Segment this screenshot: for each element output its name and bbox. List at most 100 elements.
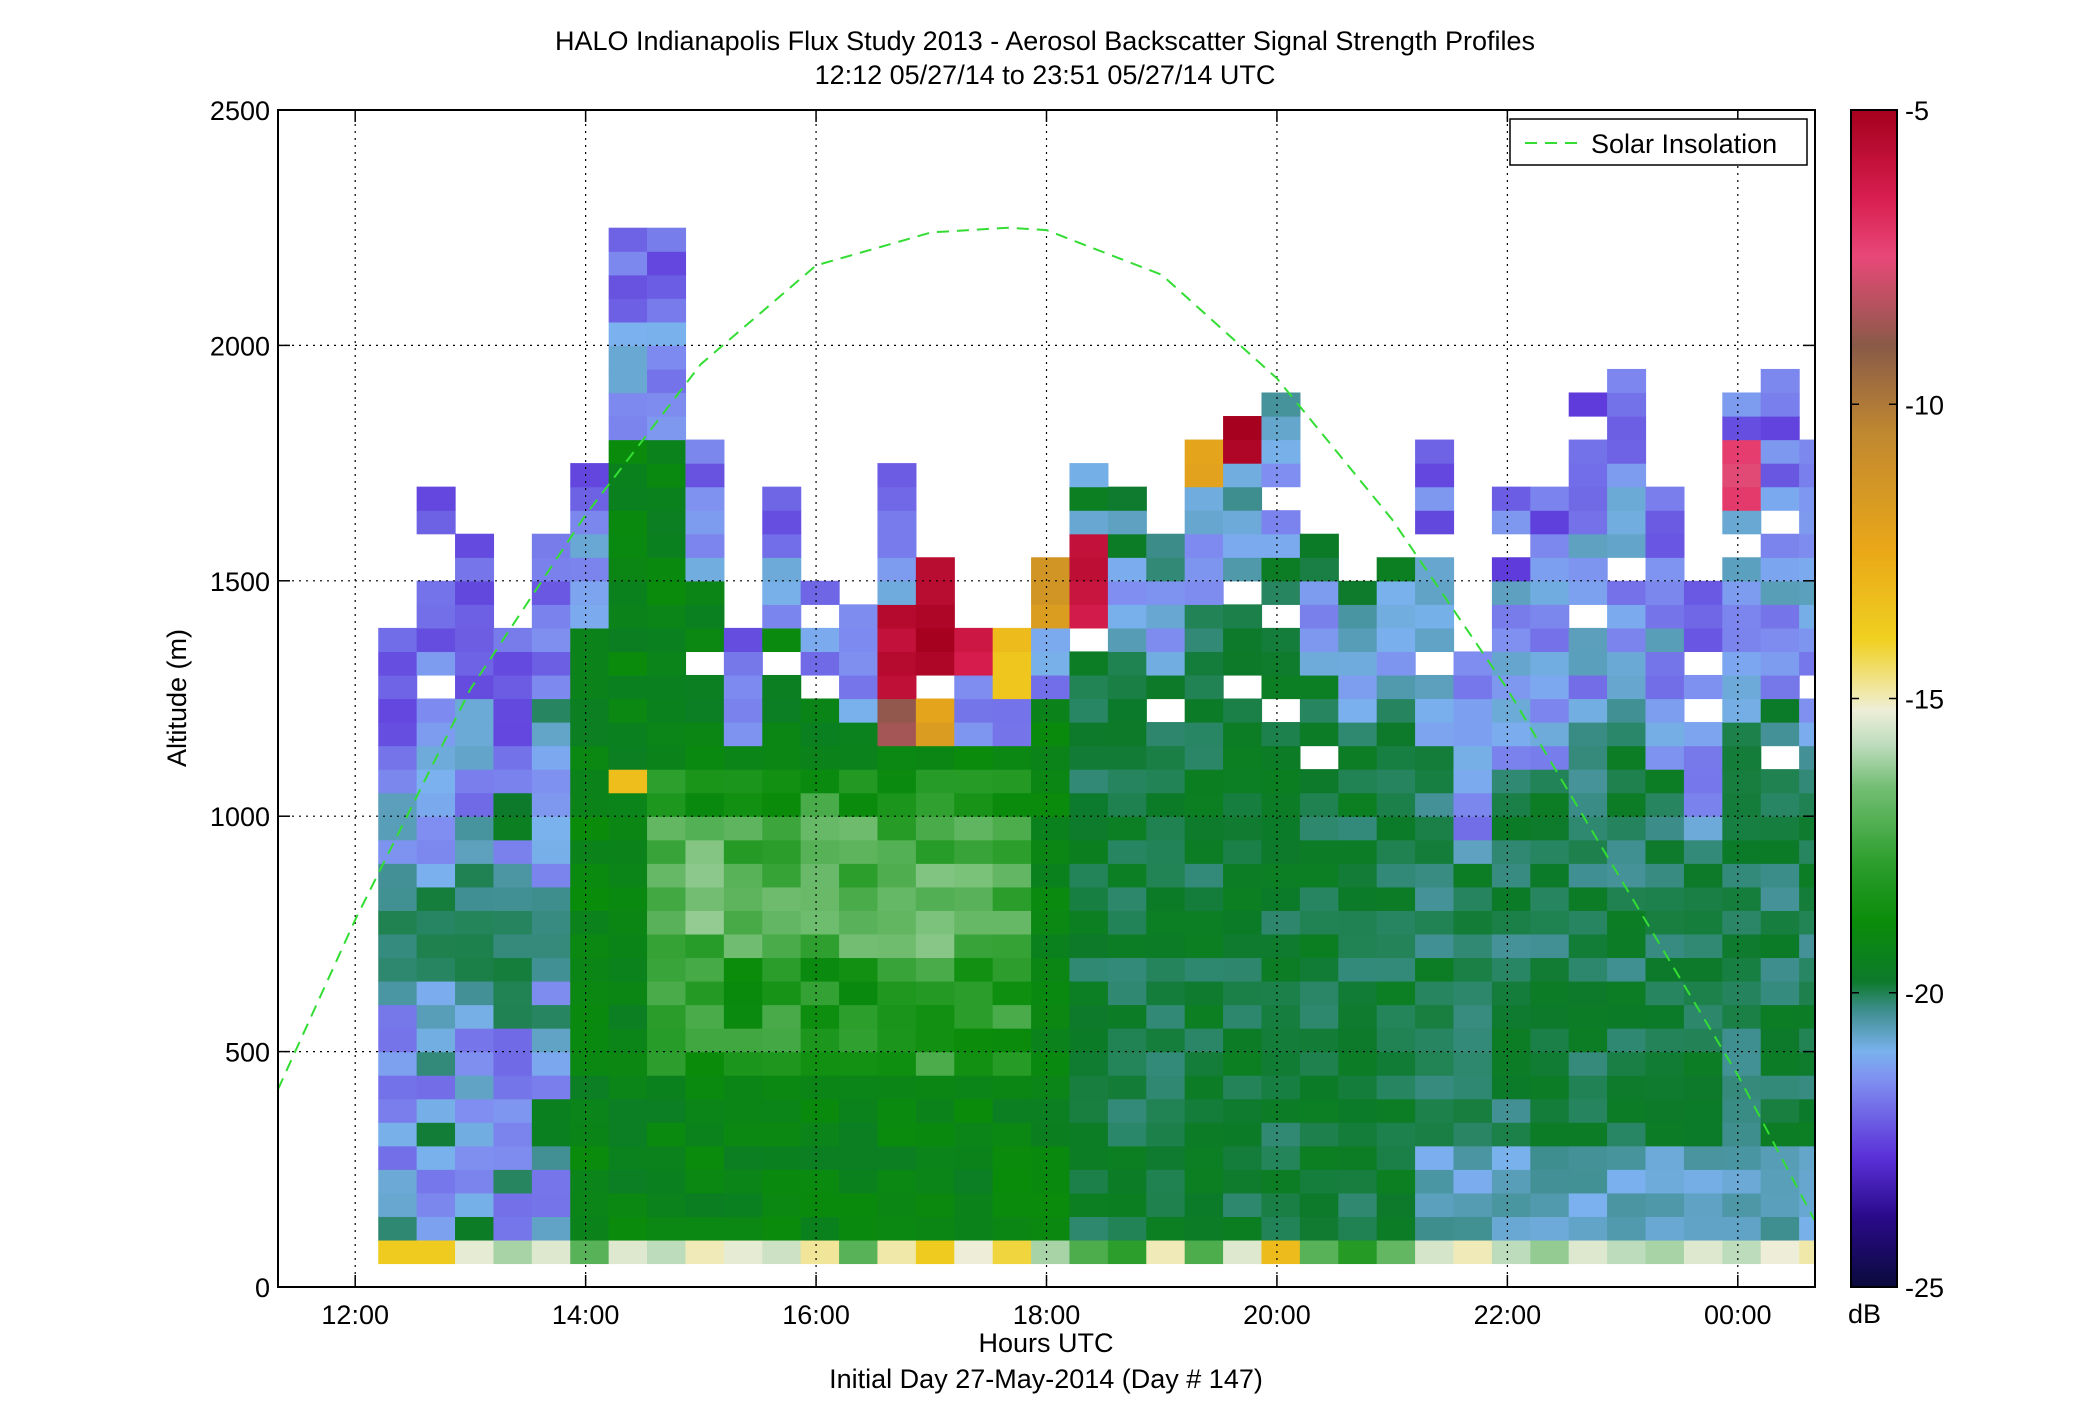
- heatmap-cell: [954, 674, 994, 700]
- heatmap-cell: [1223, 886, 1263, 911]
- heatmap-cell: [954, 792, 994, 817]
- heatmap-cell: [1299, 1051, 1339, 1076]
- heatmap-cell: [531, 557, 571, 582]
- heatmap-cell: [1568, 769, 1608, 794]
- heatmap-cell: [800, 1122, 840, 1147]
- heatmap-cell: [1069, 722, 1109, 747]
- heatmap-cell: [723, 745, 763, 770]
- heatmap-cell: [493, 674, 533, 700]
- heatmap-cell: [954, 980, 994, 1006]
- heatmap-cell: [1760, 533, 1800, 558]
- heatmap-cell: [493, 957, 533, 982]
- heatmap-cell: [1223, 957, 1263, 982]
- heatmap-cell: [1530, 1192, 1570, 1217]
- heatmap-cell: [1184, 1098, 1224, 1123]
- heatmap-cell: [954, 933, 994, 959]
- heatmap-cell: [992, 1239, 1032, 1265]
- heatmap-cell: [915, 1098, 955, 1123]
- heatmap-cell: [1568, 1028, 1608, 1053]
- heatmap-cell: [1338, 957, 1378, 982]
- heatmap-cell: [1453, 957, 1493, 982]
- heatmap-cell: [1491, 1239, 1531, 1265]
- heatmap-cell: [647, 533, 687, 558]
- heatmap-cell: [493, 1239, 533, 1265]
- heatmap-cell: [531, 1169, 571, 1194]
- heatmap-cell: [762, 698, 802, 723]
- colorbar-label: dB: [1848, 1299, 1881, 1329]
- heatmap-cell: [1299, 698, 1339, 723]
- heatmap-cell: [1069, 816, 1109, 841]
- heatmap-cell: [1146, 792, 1186, 817]
- heatmap-cell: [1415, 1098, 1455, 1123]
- heatmap-cell: [1722, 580, 1762, 605]
- heatmap-cell: [608, 1004, 648, 1029]
- heatmap-cell: [493, 1028, 533, 1053]
- heatmap-cell: [1683, 886, 1723, 911]
- heatmap-cell: [1338, 1169, 1378, 1194]
- heatmap-cell: [762, 886, 802, 911]
- heatmap-cell: [1299, 557, 1339, 582]
- heatmap-cell: [762, 674, 802, 700]
- heatmap-cell: [416, 1192, 456, 1217]
- heatmap-cell: [1453, 1051, 1493, 1076]
- heatmap-cell: [378, 910, 418, 935]
- heatmap-cell: [1568, 651, 1608, 676]
- heatmap-cell: [1184, 1145, 1224, 1170]
- heatmap-cell: [1491, 722, 1531, 747]
- heatmap-cell: [1031, 627, 1071, 653]
- heatmap-cell: [1223, 980, 1263, 1006]
- heatmap-cell: [954, 839, 994, 864]
- heatmap-cell: [1683, 1004, 1723, 1029]
- heatmap-cell: [992, 1169, 1032, 1194]
- heatmap-cell: [915, 1051, 955, 1076]
- heatmap-cell: [1184, 1169, 1224, 1194]
- heatmap-cell: [1453, 1239, 1493, 1265]
- heatmap-cell: [1338, 1098, 1378, 1123]
- heatmap-cell: [608, 627, 648, 653]
- legend-entry-solar-insolation: Solar Insolation: [1591, 129, 1777, 159]
- heatmap-cell: [1683, 745, 1723, 770]
- heatmap-cell: [839, 816, 879, 841]
- heatmap-cell: [1799, 933, 1815, 959]
- colorbar-tick-label: -20: [1905, 979, 1944, 1009]
- heatmap-cell: [1568, 1122, 1608, 1147]
- heatmap-cell: [1069, 957, 1109, 982]
- heatmap-cell: [1223, 1004, 1263, 1029]
- heatmap-cell: [1491, 1075, 1531, 1100]
- heatmap-cell: [647, 604, 687, 629]
- heatmap-cell: [1799, 651, 1815, 676]
- heatmap-cell: [378, 839, 418, 864]
- heatmap-cell: [800, 1051, 840, 1076]
- heatmap-cell: [455, 580, 495, 605]
- heatmap-cell: [1184, 816, 1224, 841]
- heatmap-cell: [531, 769, 571, 794]
- heatmap-cell: [1146, 1051, 1186, 1076]
- heatmap-cell: [1184, 651, 1224, 676]
- heatmap-cell: [954, 1145, 994, 1170]
- heatmap-cell: [1530, 745, 1570, 770]
- heatmap-cell: [1568, 980, 1608, 1006]
- heatmap-cell: [1491, 933, 1531, 959]
- heatmap-cell: [1223, 933, 1263, 959]
- heatmap-cell: [493, 698, 533, 723]
- heatmap-cell: [992, 1098, 1032, 1123]
- heatmap-cell: [1261, 533, 1301, 558]
- heatmap-cell: [378, 863, 418, 888]
- heatmap-cell: [1722, 651, 1762, 676]
- heatmap-cell: [455, 980, 495, 1006]
- heatmap-cell: [1261, 439, 1301, 464]
- heatmap-cell: [1491, 486, 1531, 511]
- heatmap-cell: [1607, 439, 1647, 464]
- heatmap-cell: [378, 1004, 418, 1029]
- heatmap-cell: [1031, 1122, 1071, 1147]
- heatmap-cell: [416, 1051, 456, 1076]
- heatmap-cell: [570, 1004, 610, 1029]
- heatmap-cell: [762, 769, 802, 794]
- heatmap-cell: [1069, 1169, 1109, 1194]
- heatmap-cell: [1683, 957, 1723, 982]
- heatmap-cell: [877, 839, 917, 864]
- heatmap-cell: [992, 839, 1032, 864]
- heatmap-cell: [800, 1239, 840, 1265]
- heatmap-cell: [1299, 1145, 1339, 1170]
- heatmap-cell: [1568, 957, 1608, 982]
